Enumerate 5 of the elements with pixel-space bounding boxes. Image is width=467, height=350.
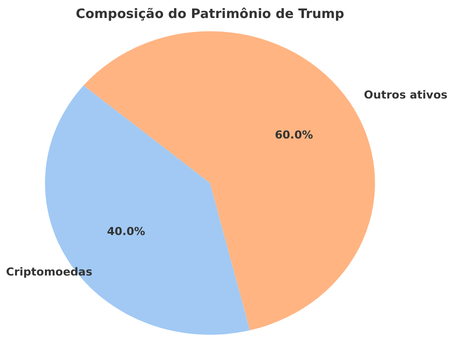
data-label: 40.0% xyxy=(106,225,146,238)
slice-label: Outros ativos xyxy=(364,88,448,102)
slice-label: Criptomoedas xyxy=(6,265,93,278)
data-label: 60.0% xyxy=(274,128,314,142)
chart-title: Composição do Patrimônio de Trump xyxy=(76,7,344,22)
